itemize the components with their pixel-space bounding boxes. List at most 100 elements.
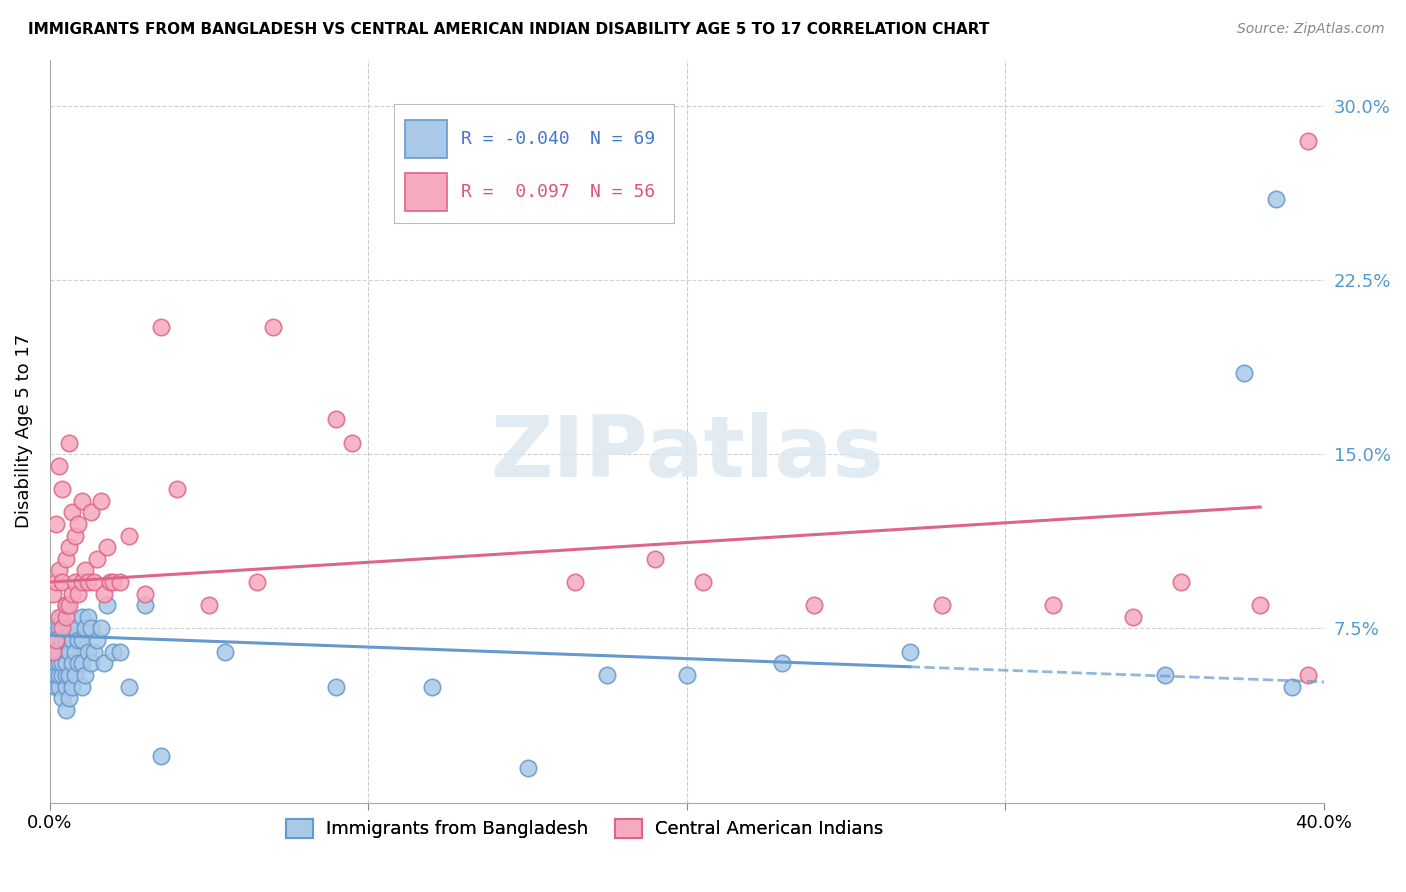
Point [214, 645, 236, 659]
Point [58, 691, 80, 706]
Point [63, 668, 86, 682]
Point [90, 622, 112, 636]
Point [77, 574, 100, 589]
Point [1296, 134, 1319, 148]
Point [98, 574, 121, 589]
Point [58, 645, 80, 659]
Point [103, 574, 125, 589]
Point [63, 645, 86, 659]
Point [1042, 599, 1064, 613]
Point [48, 458, 70, 473]
Point [134, 587, 156, 601]
Point [45, 574, 67, 589]
Point [48, 610, 70, 624]
Point [67, 516, 90, 531]
Point [55, 599, 77, 613]
Point [45, 622, 67, 636]
Point [63, 622, 86, 636]
Point [83, 645, 105, 659]
Point [73, 622, 96, 636]
Point [48, 668, 70, 682]
Point [70, 657, 93, 671]
Point [48, 657, 70, 671]
Point [48, 645, 70, 659]
Point [77, 645, 100, 659]
Point [70, 610, 93, 624]
Point [55, 703, 77, 717]
Point [103, 645, 125, 659]
Point [63, 528, 86, 542]
Point [770, 657, 793, 671]
Point [51, 610, 73, 624]
Point [58, 668, 80, 682]
Point [246, 574, 269, 589]
Legend: Immigrants from Bangladesh, Central American Indians: Immigrants from Bangladesh, Central Amer… [280, 812, 890, 846]
Point [60, 587, 83, 601]
Point [60, 633, 83, 648]
Point [692, 574, 714, 589]
Point [51, 668, 73, 682]
Point [42, 657, 65, 671]
Point [596, 668, 619, 682]
Point [67, 587, 90, 601]
Point [51, 622, 73, 636]
Point [42, 645, 65, 659]
Point [198, 599, 221, 613]
Point [58, 599, 80, 613]
Point [55, 657, 77, 671]
Point [60, 505, 83, 519]
Point [803, 599, 825, 613]
Point [564, 574, 586, 589]
Point [150, 319, 173, 334]
Point [63, 574, 86, 589]
Point [118, 528, 141, 542]
Point [48, 680, 70, 694]
Point [93, 657, 115, 671]
Point [931, 599, 953, 613]
Text: Source: ZipAtlas.com: Source: ZipAtlas.com [1237, 22, 1385, 37]
Point [108, 574, 131, 589]
Point [45, 516, 67, 531]
Point [42, 587, 65, 601]
Point [80, 622, 103, 636]
Point [48, 622, 70, 636]
Point [83, 574, 105, 589]
Point [51, 657, 73, 671]
Point [51, 633, 73, 648]
Point [86, 551, 108, 566]
Point [134, 599, 156, 613]
Point [51, 691, 73, 706]
Point [42, 668, 65, 682]
Point [118, 680, 141, 694]
Point [80, 505, 103, 519]
Point [55, 668, 77, 682]
Point [1281, 680, 1303, 694]
Point [1153, 668, 1175, 682]
Point [42, 633, 65, 648]
Point [58, 435, 80, 450]
Point [1296, 668, 1319, 682]
Y-axis label: Disability Age 5 to 17: Disability Age 5 to 17 [15, 334, 32, 528]
Point [325, 680, 347, 694]
Point [96, 540, 118, 554]
Point [108, 645, 131, 659]
Point [67, 657, 90, 671]
Point [60, 657, 83, 671]
Point [516, 761, 538, 775]
Point [166, 482, 188, 496]
Point [55, 551, 77, 566]
Point [96, 599, 118, 613]
Point [45, 668, 67, 682]
Point [644, 551, 666, 566]
Point [1122, 610, 1144, 624]
Point [55, 610, 77, 624]
Point [898, 645, 921, 659]
Point [48, 563, 70, 577]
Point [1233, 366, 1256, 380]
Point [420, 680, 443, 694]
Point [77, 610, 100, 624]
Point [45, 680, 67, 694]
Point [58, 540, 80, 554]
Point [90, 493, 112, 508]
Point [60, 680, 83, 694]
